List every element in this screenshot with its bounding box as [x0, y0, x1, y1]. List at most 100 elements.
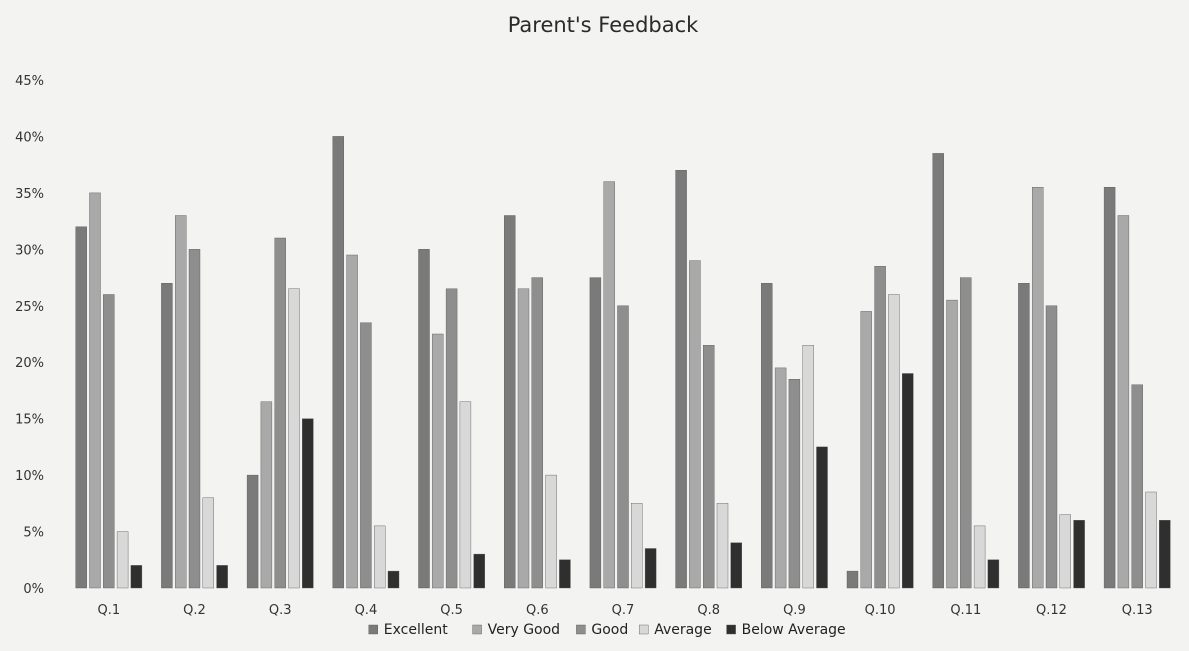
bar — [761, 283, 773, 589]
bar — [874, 266, 886, 589]
bar — [360, 322, 372, 589]
y-tick-label: 10% — [15, 469, 44, 484]
bar — [504, 215, 516, 589]
legend-label: Below Average — [742, 622, 846, 638]
y-tick-label: 45% — [15, 74, 44, 89]
bar — [1045, 305, 1058, 589]
bar — [1117, 215, 1130, 589]
bar — [387, 570, 400, 589]
bar — [459, 401, 472, 589]
bar — [116, 531, 129, 589]
bar — [288, 288, 300, 589]
bar — [246, 474, 259, 589]
y-tick-label: 35% — [15, 187, 44, 202]
bar — [1131, 384, 1143, 589]
bar — [103, 294, 115, 589]
bar — [161, 283, 173, 589]
bar — [174, 215, 187, 589]
legend-swatch — [639, 624, 649, 635]
y-tick-label: 40% — [15, 130, 44, 145]
legend-label: Excellent — [384, 622, 448, 638]
x-tick-label: Q.6 — [526, 603, 549, 618]
bar — [960, 277, 972, 589]
chart-title: Parent's Feedback — [508, 13, 699, 37]
bar — [716, 503, 729, 589]
x-tick-label: Q.4 — [355, 603, 378, 618]
bar — [473, 553, 485, 589]
bar — [260, 401, 273, 589]
x-tick-label: Q.10 — [865, 603, 896, 618]
bar — [418, 249, 430, 589]
legend-label: Good — [591, 622, 628, 638]
bar — [1073, 520, 1085, 589]
bar — [1159, 520, 1171, 589]
bar — [973, 525, 986, 589]
bar — [517, 288, 530, 589]
bar — [846, 570, 859, 589]
bar — [89, 192, 101, 589]
y-tick-label: 30% — [15, 243, 44, 258]
x-tick-label: Q.1 — [97, 603, 120, 618]
x-tick-label: Q.8 — [697, 603, 720, 618]
bar — [816, 446, 828, 589]
bar — [802, 345, 814, 589]
bar — [274, 237, 286, 589]
bar — [432, 333, 444, 589]
bar — [631, 503, 643, 589]
bar — [1059, 514, 1072, 589]
bar — [703, 345, 715, 589]
bar — [902, 373, 914, 589]
x-tick-label: Q.3 — [269, 603, 292, 618]
legend-label: Average — [654, 622, 712, 638]
bar — [1145, 491, 1157, 589]
bar — [788, 379, 801, 589]
x-tick-label: Q.2 — [183, 603, 206, 618]
legend-swatch — [576, 624, 586, 635]
y-tick-label: 5% — [23, 526, 44, 541]
bar — [603, 181, 615, 589]
bar — [730, 542, 742, 589]
legend-swatch — [726, 624, 736, 635]
legend: Excellent Very Good Good Average Below Avera… — [368, 622, 846, 638]
y-tick-label: 15% — [15, 413, 44, 428]
bar — [188, 249, 201, 589]
bar — [1103, 186, 1116, 589]
x-axis: Q.1 Q.2 Q.3 Q.4 Q.5 Q.6 Q.7 Q.8 Q.9 Q.10 Q.11 Q.12 Q… — [97, 603, 1152, 618]
x-tick-label: Q.5 — [440, 603, 463, 618]
bar — [559, 559, 571, 589]
legend-swatch — [472, 624, 482, 635]
y-tick-label: 25% — [15, 300, 44, 315]
bar — [332, 136, 344, 589]
x-tick-label: Q.12 — [1036, 603, 1067, 618]
bar — [75, 226, 87, 589]
bar — [1031, 186, 1044, 589]
y-axis: 0% 5% 10% 15% 20% 25% 30% 35% 40% 45% — [15, 74, 44, 597]
bar — [445, 288, 458, 589]
bar — [545, 474, 557, 589]
x-tick-label: Q.7 — [612, 603, 635, 618]
bar — [675, 170, 687, 589]
bar — [589, 277, 602, 589]
bar — [374, 525, 386, 589]
bar — [216, 565, 228, 589]
bar — [202, 497, 215, 589]
bar — [860, 311, 872, 589]
x-tick-label: Q.13 — [1122, 603, 1153, 618]
y-tick-label: 0% — [23, 582, 44, 597]
bar — [987, 559, 1000, 589]
bar — [302, 418, 314, 589]
bar — [346, 254, 358, 589]
x-tick-label: Q.11 — [950, 603, 981, 618]
bar — [689, 260, 701, 589]
y-tick-label: 20% — [15, 356, 44, 371]
bar — [130, 565, 143, 589]
bar — [888, 294, 900, 589]
x-tick-label: Q.9 — [783, 603, 806, 618]
bar — [1018, 283, 1030, 589]
legend-swatch — [368, 624, 378, 635]
bar — [617, 305, 629, 589]
legend-label: Very Good — [488, 622, 560, 638]
bar — [531, 277, 543, 589]
